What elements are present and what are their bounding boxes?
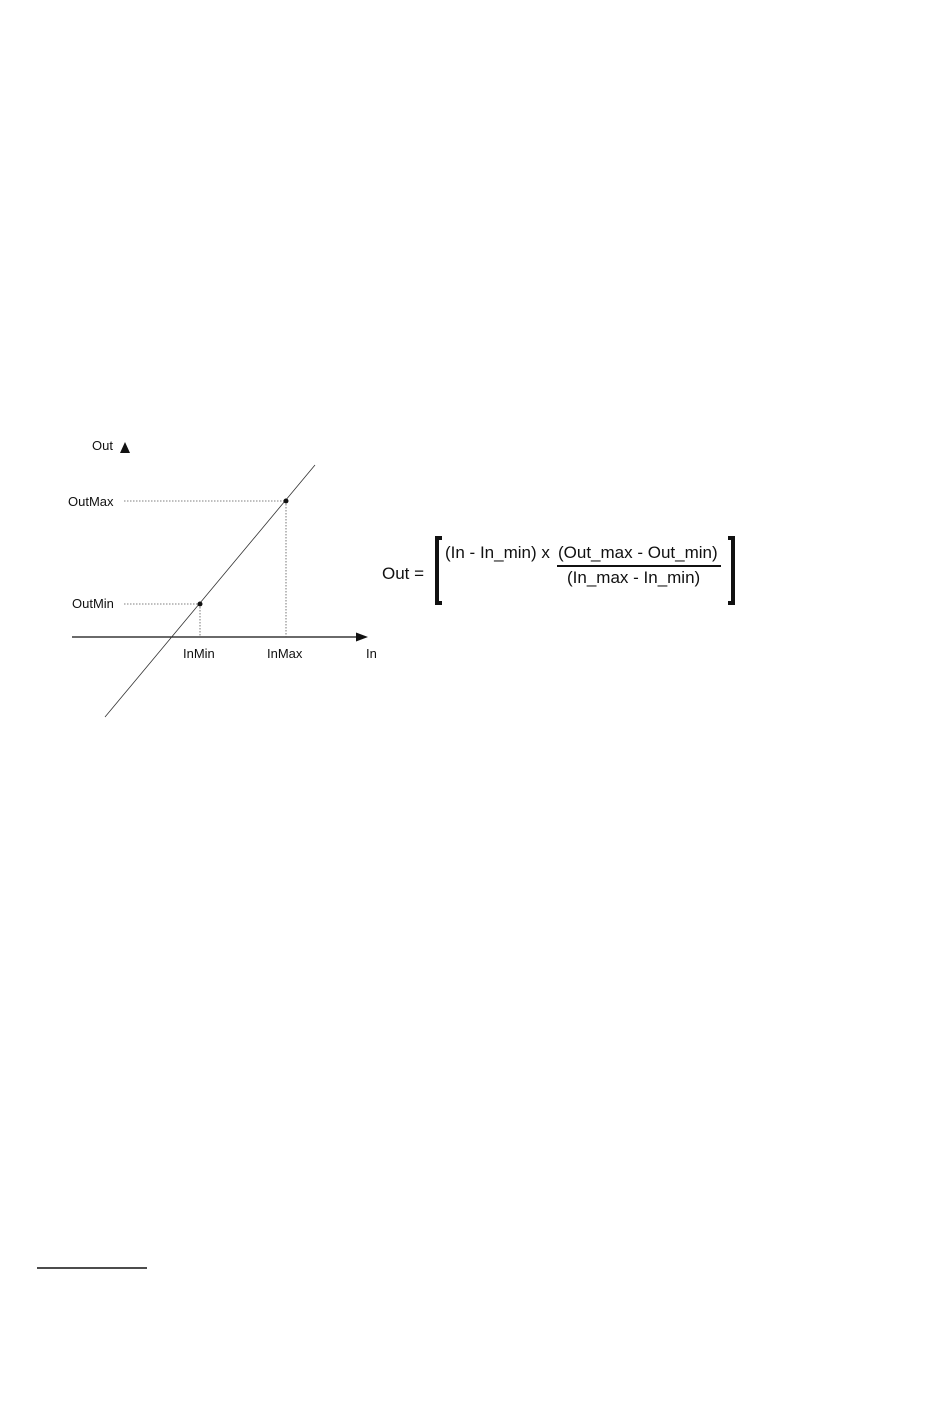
left-bracket	[435, 536, 442, 605]
scaling-line	[104, 464, 316, 718]
min-point	[197, 601, 203, 607]
formula-numerator-right: (Out_max - Out_min)	[558, 543, 718, 562]
x-axis-arrow-icon	[356, 632, 368, 642]
linear-scaling-graph: Out In OutMax OutMin InMin InMax	[68, 438, 377, 718]
scaling-formula: Out = (In - In_min) x (Out_max - Out_min…	[382, 536, 735, 605]
formula-numerator-left: (In - In_min) x	[445, 543, 550, 562]
right-bracket	[728, 536, 735, 605]
inmin-label: InMin	[183, 646, 215, 661]
max-point	[283, 498, 289, 504]
formula-denominator: (In_max - In_min)	[567, 568, 700, 587]
inmax-label: InMax	[267, 646, 303, 661]
formula-lhs: Out =	[382, 564, 424, 583]
x-axis-label: In	[366, 646, 377, 661]
outmax-label: OutMax	[68, 494, 114, 509]
y-axis-label: Out	[92, 438, 113, 453]
outmin-label: OutMin	[72, 596, 114, 611]
y-axis-arrow-icon	[120, 442, 130, 453]
